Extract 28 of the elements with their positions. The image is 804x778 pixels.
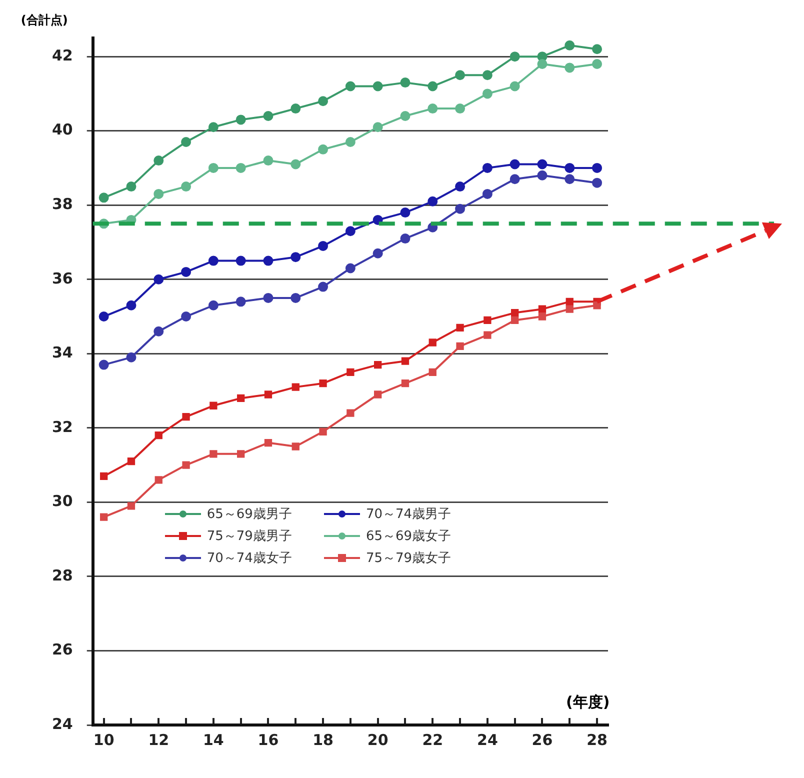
legend-label: 70～74歳男子	[366, 507, 452, 522]
x-tick-label: 20	[367, 730, 388, 749]
y-tick-label: 36	[52, 269, 73, 288]
x-tick-label: 26	[532, 730, 553, 749]
y-tick-label: 38	[52, 195, 73, 213]
y-tick-label: 28	[52, 566, 73, 584]
legend-label: 70～74歳女子	[206, 551, 292, 566]
x-tick-label: 22	[422, 730, 444, 749]
x-tick-label: 16	[258, 730, 279, 749]
legend-label: 75～79歳女子	[366, 551, 452, 566]
x-axis-title: (年度)	[566, 693, 610, 712]
x-tick-label: 28	[586, 730, 608, 749]
y-tick-label: 34	[52, 344, 73, 362]
x-tick-label: 24	[477, 730, 498, 749]
x-tick-label: 10	[93, 730, 114, 749]
y-tick-label: 26	[52, 640, 73, 659]
legend-label: 65～69歳男子	[206, 507, 292, 522]
y-tick-label: 42	[52, 46, 73, 64]
y-tick-label: 24	[52, 714, 73, 733]
x-tick-label: 14	[203, 730, 224, 749]
y-tick-label: 40	[52, 120, 73, 139]
y-tick-label: 32	[52, 418, 73, 436]
x-tick-label: 12	[148, 730, 170, 749]
y-axis-title: (合計点)	[20, 12, 68, 29]
legend-label: 65～69歳女子	[366, 529, 452, 544]
y-tick-label: 30	[52, 492, 73, 510]
x-tick-label: 18	[312, 730, 334, 749]
legend-label: 75～79歳男子	[206, 529, 292, 544]
